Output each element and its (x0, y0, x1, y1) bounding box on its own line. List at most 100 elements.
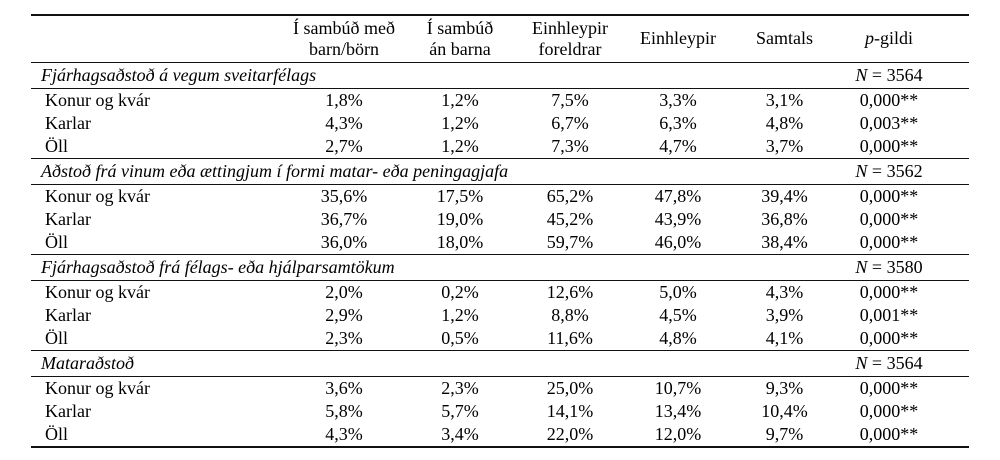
n-symbol: N (855, 65, 868, 85)
section-title: Fjárhagsaðstoð frá félags- eða hjálparsa… (31, 255, 837, 281)
row-label: Karlar (45, 305, 91, 325)
value-cell: 8,8% (551, 305, 589, 325)
table-row: Konur og kvár 2,0% 0,2% 12,6% 5,0% 4,3% 0,000*… (31, 281, 969, 305)
n-value: = 3580 (867, 257, 923, 277)
table-row: Konur og kvár 3,6% 2,3% 25,0% 10,7% 9,3% 0,000… (31, 377, 969, 401)
document-page: Í sambúð með barn/börn Í sambúð án barna E… (31, 14, 969, 448)
header-line: barn/börn (309, 39, 379, 59)
col-header-p-value: p-gildi (837, 15, 969, 63)
p-value-cell: 0,000** (859, 90, 919, 110)
value-cell: 38,4% (761, 232, 808, 252)
value-cell: 3,4% (441, 424, 479, 444)
section-title-text: Mataraðstoð (41, 353, 135, 373)
section-sample-size: N = 3564 (837, 63, 969, 89)
value-cell: 1,2% (441, 90, 479, 110)
value-cell: 5,8% (325, 401, 363, 421)
row-label: Konur og kvár (45, 378, 150, 398)
p-symbol: p (865, 28, 874, 49)
section-title-text: Aðstoð frá vinum eða ættingjum í formi m… (41, 161, 509, 181)
empty-header-cell (31, 15, 284, 63)
section-title-text: Fjárhagsaðstoð frá félags- eða hjálparsa… (41, 257, 395, 277)
value-cell: 10,4% (761, 401, 808, 421)
value-cell: 6,3% (659, 113, 697, 133)
section-header-row: Aðstoð frá vinum eða ættingjum í formi m… (31, 158, 969, 185)
value-cell: 12,0% (654, 424, 702, 444)
value-cell: 2,0% (325, 282, 363, 302)
value-cell: 19,0% (436, 209, 484, 229)
p-value-cell: 0,000** (859, 378, 919, 398)
section-title: Mataraðstoð (31, 351, 837, 377)
table-row: Konur og kvár 1,8% 1,2% 7,5% 3,3% 3,1% 0,000** (31, 89, 969, 113)
value-cell: 7,3% (551, 136, 589, 156)
row-label: Öll (45, 136, 69, 156)
value-cell: 4,3% (325, 424, 363, 444)
n-value: = 3564 (867, 65, 923, 85)
table-row: Öll 2,7% 1,2% 7,3% 4,7% 3,7% 0,000** (31, 135, 969, 159)
value-cell: 1,2% (441, 305, 479, 325)
col-header-cohabiting-no-children: Í sambúð án barna (404, 15, 516, 63)
table-row: Konur og kvár 35,6% 17,5% 65,2% 47,8% 39,4% 0,… (31, 185, 969, 209)
row-label: Konur og kvár (45, 282, 150, 302)
section-header-row: Fjárhagsaðstoð frá félags- eða hjálparsa… (31, 254, 969, 281)
value-cell: 4,5% (659, 305, 697, 325)
section-title: Aðstoð frá vinum eða ættingjum í formi m… (31, 159, 837, 185)
value-cell: 4,3% (325, 113, 363, 133)
value-cell: 7,5% (551, 90, 589, 110)
value-cell: 43,9% (654, 209, 702, 229)
table-row: Öll 2,3% 0,5% 11,6% 4,8% 4,1% 0,000** (31, 327, 969, 351)
n-value: = 3564 (867, 353, 923, 373)
p-value-cell: 0,000** (859, 401, 919, 421)
row-label: Karlar (45, 113, 91, 133)
value-cell: 3,7% (765, 136, 804, 156)
value-cell: 9,7% (765, 424, 804, 444)
p-value-cell: 0,000** (859, 232, 919, 252)
value-cell: 5,7% (441, 401, 479, 421)
value-cell: 0,2% (441, 282, 479, 302)
value-cell: 14,1% (546, 401, 594, 421)
header-line: Einhleypir (532, 17, 608, 38)
value-cell: 2,3% (441, 378, 479, 398)
p-value-cell: 0,000** (859, 424, 919, 444)
table-row: Öll 36,0% 18,0% 59,7% 46,0% 38,4% 0,000** (31, 231, 969, 255)
n-symbol: N (855, 161, 868, 181)
section-header-row: Mataraðstoð N = 3564 (31, 350, 969, 377)
value-cell: 36,8% (761, 209, 808, 229)
row-label: Konur og kvár (45, 186, 150, 206)
value-cell: 1,2% (441, 136, 479, 156)
header-line: -gildi (874, 28, 913, 49)
col-header-single-parents: Einhleypir foreldrar (516, 15, 624, 63)
row-label: Öll (45, 424, 69, 444)
section-sample-size: N = 3580 (837, 255, 969, 281)
value-cell: 18,0% (436, 232, 484, 252)
value-cell: 4,7% (659, 136, 697, 156)
row-label: Konur og kvár (45, 90, 150, 110)
value-cell: 3,1% (765, 90, 804, 110)
p-value-cell: 0,003** (859, 113, 919, 133)
statistics-table: Í sambúð með barn/börn Í sambúð án barna E… (31, 14, 969, 448)
row-label: Karlar (45, 209, 91, 229)
value-cell: 4,3% (765, 282, 804, 302)
section-sample-size: N = 3562 (837, 159, 969, 185)
value-cell: 25,0% (546, 378, 594, 398)
p-value-cell: 0,001** (859, 305, 919, 325)
value-cell: 0,5% (441, 328, 479, 348)
value-cell: 47,8% (654, 186, 702, 206)
value-cell: 5,0% (659, 282, 697, 302)
value-cell: 22,0% (546, 424, 594, 444)
col-header-total: Samtals (732, 15, 837, 63)
header-line: Samtals (756, 28, 813, 49)
row-label: Öll (45, 232, 69, 252)
value-cell: 1,8% (325, 90, 363, 110)
p-value-cell: 0,000** (859, 186, 919, 206)
row-label: Öll (45, 328, 69, 348)
section-header-row: Fjárhagsaðstoð á vegum sveitarfélags N = … (31, 62, 969, 89)
p-value-cell: 0,000** (859, 136, 919, 156)
table-row: Karlar 36,7% 19,0% 45,2% 43,9% 36,8% 0,000** (31, 208, 969, 231)
value-cell: 3,9% (765, 305, 804, 325)
col-header-cohabiting-with-children: Í sambúð með barn/börn (284, 15, 404, 63)
value-cell: 39,4% (761, 186, 808, 206)
value-cell: 1,2% (441, 113, 479, 133)
value-cell: 3,3% (659, 90, 697, 110)
n-symbol: N (855, 353, 868, 373)
row-label: Karlar (45, 401, 91, 421)
